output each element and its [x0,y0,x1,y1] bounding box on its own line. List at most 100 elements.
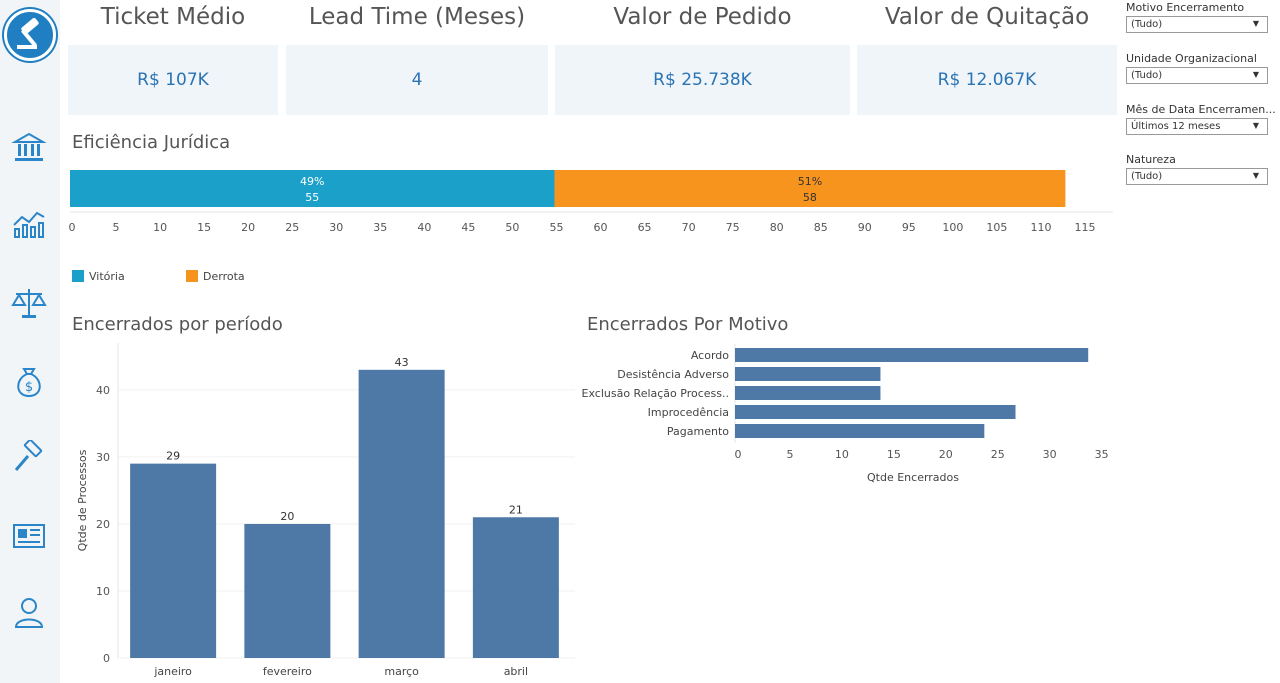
x-tick-label: 75 [726,221,740,234]
x-tick-label: 115 [1075,221,1096,234]
legend-swatch-vitoria[interactable] [72,270,84,282]
legend-label-derrota[interactable]: Derrota [203,270,245,283]
gavel-logo-icon[interactable] [4,9,56,61]
x-tick-label: 20 [939,448,953,461]
bar-value-label: 43 [395,356,409,369]
x-category-label: abril [504,665,528,678]
filter-value-motivo: (Tudo) [1131,19,1163,30]
money-bag-icon[interactable]: $ [11,363,47,399]
gavel-icon[interactable] [11,440,47,476]
x-tick-label: 5 [113,221,120,234]
kpi-title-lead-time: Lead Time (Meses) [308,4,526,30]
y-category-label: Exclusão Relação Process.. [582,387,730,400]
bar-motivo [735,348,1089,362]
svg-text:$: $ [25,380,33,395]
chevron-down-icon: ▼ [1252,19,1259,28]
bar-fevereiro [244,523,331,658]
filter-select-unidade[interactable]: (Tudo) ▼ [1126,67,1268,84]
bar-value-label: 20 [280,510,294,523]
kpi-value-valor-quitacao: R$ 12.067K [857,45,1117,115]
x-tick-label: 40 [417,221,431,234]
kpi-value-valor-pedido: R$ 25.738K [555,45,850,115]
x-tick-label: 0 [69,221,76,234]
y-category-label: Acordo [691,349,729,362]
x-tick-label: 30 [1043,448,1057,461]
bar-motivo [735,386,881,400]
y-category-label: Improcedência [648,406,729,419]
y-category-label: Desistência Adverso [617,368,729,381]
x-tick-label: 15 [887,448,901,461]
x-tick-label: 20 [241,221,255,234]
bar-abril [472,517,559,658]
kpi-value-lead-time: 4 [286,45,548,115]
bar-janeiro [130,463,217,658]
filter-label-unidade: Unidade Organizacional [1126,52,1257,65]
newspaper-icon[interactable] [11,518,47,554]
chart-icon[interactable] [11,205,47,241]
x-tick-label: 5 [786,448,793,461]
y-tick-label: 40 [96,384,110,397]
filter-value-unidade: (Tudo) [1131,70,1163,81]
x-tick-label: 25 [991,448,1005,461]
filter-label-natureza: Natureza [1126,153,1176,166]
y-tick-label: 20 [96,518,110,531]
bar-value-label: 21 [509,503,523,516]
bar-percent-label: 49% [300,175,324,188]
chevron-down-icon: ▼ [1252,121,1259,130]
x-tick-label: 0 [735,448,742,461]
bar-value-label: 58 [803,191,817,204]
filter-select-motivo[interactable]: (Tudo) ▼ [1126,16,1268,33]
bar-percent-label: 51% [798,175,822,188]
sidebar: $ [0,0,60,683]
filter-value-natureza: (Tudo) [1131,171,1163,182]
chart-title-eficiencia: Eficiência Jurídica [72,132,231,153]
kpi-title-valor-pedido: Valor de Pedido [613,4,792,30]
x-tick-label: 35 [373,221,387,234]
y-axis-label: Qtde de Processos [76,449,89,551]
bar-value-label: 55 [305,191,319,204]
x-axis-label: Qtde Encerrados [867,471,959,484]
bar-março [358,369,445,658]
kpi-value-ticket-medio: R$ 107K [68,45,278,115]
x-category-label: março [384,665,419,678]
chart-title-periodo: Encerrados por período [72,314,283,335]
legend-swatch-derrota[interactable] [186,270,198,282]
filter-label-motivo: Motivo Encerramento [1126,1,1245,14]
bar-value-label: 29 [166,450,180,463]
bar-motivo [735,405,1016,419]
legend-label-vitoria[interactable]: Vitória [89,270,125,283]
x-tick-label: 45 [461,221,475,234]
x-category-label: fevereiro [263,665,312,678]
x-tick-label: 10 [153,221,167,234]
y-tick-label: 0 [103,652,110,665]
x-tick-label: 65 [638,221,652,234]
x-tick-label: 35 [1095,448,1109,461]
x-tick-label: 50 [505,221,519,234]
x-tick-label: 100 [942,221,963,234]
y-category-label: Pagamento [667,425,729,438]
x-category-label: janeiro [153,665,192,678]
filter-label-mes: Mês de Data Encerramen... [1126,103,1276,116]
chevron-down-icon: ▼ [1252,70,1259,79]
x-tick-label: 80 [770,221,784,234]
x-tick-label: 110 [1030,221,1051,234]
y-tick-label: 30 [96,451,110,464]
x-tick-label: 105 [986,221,1007,234]
scales-icon[interactable] [11,285,47,321]
x-tick-label: 30 [329,221,343,234]
user-icon[interactable] [11,595,47,631]
x-tick-label: 25 [285,221,299,234]
x-tick-label: 85 [814,221,828,234]
x-tick-label: 70 [682,221,696,234]
chart-title-motivo: Encerrados Por Motivo [587,314,789,335]
x-tick-label: 55 [549,221,563,234]
filter-select-mes[interactable]: Últimos 12 meses ▼ [1126,118,1268,135]
bar-motivo [735,367,881,381]
bank-icon[interactable] [11,130,47,166]
chevron-down-icon: ▼ [1252,171,1259,180]
x-tick-label: 90 [858,221,872,234]
x-tick-label: 60 [594,221,608,234]
x-tick-label: 15 [197,221,211,234]
filter-select-natureza[interactable]: (Tudo) ▼ [1126,168,1268,185]
